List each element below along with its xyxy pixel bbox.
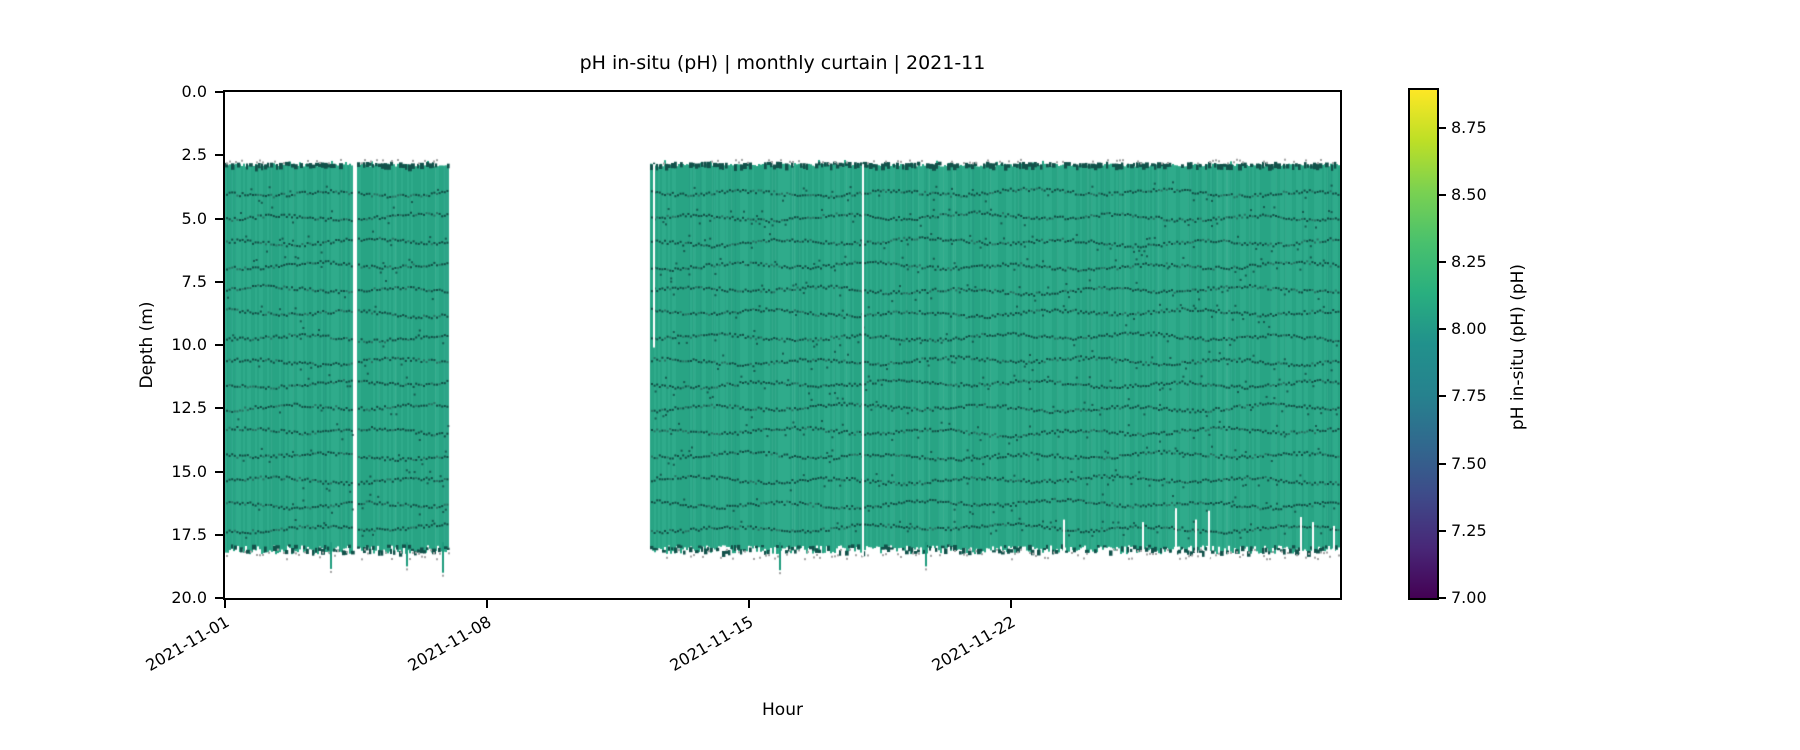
y-tick-mark — [215, 154, 224, 157]
y-tick-label: 17.5 — [171, 524, 207, 544]
colorbar-label: pH in-situ (pH) (pH) — [1508, 263, 1528, 431]
colorbar-tick-mark — [1437, 462, 1446, 465]
colorbar-tick-label: 8.50 — [1451, 184, 1487, 204]
y-tick-label: 20.0 — [171, 588, 207, 607]
y-tick-mark — [215, 407, 224, 410]
y-tick-label: 5.0 — [181, 208, 207, 228]
colorbar — [1408, 88, 1439, 600]
y-tick-label: 10.0 — [171, 335, 207, 354]
colorbar-tick-label: 8.75 — [1451, 117, 1487, 137]
colorbar-tick-label: 7.25 — [1451, 520, 1487, 540]
y-tick-mark — [215, 533, 224, 536]
colorbar-tick-label: 7.75 — [1451, 386, 1487, 406]
colorbar-tick-label: 7.00 — [1451, 588, 1487, 607]
x-tick-mark — [747, 598, 750, 608]
y-tick-label: 7.5 — [181, 271, 207, 291]
colorbar-tick-mark — [1437, 597, 1446, 599]
x-tick-mark — [485, 598, 488, 608]
y-tick-mark — [215, 597, 224, 599]
colorbar-tick-mark — [1437, 193, 1446, 196]
colorbar-tick-mark — [1437, 126, 1446, 129]
colorbar-tick-mark — [1437, 395, 1446, 398]
y-tick-label: 15.0 — [171, 461, 207, 481]
colorbar-tick-label: 7.50 — [1451, 453, 1487, 473]
colorbar-tick-mark — [1437, 328, 1446, 331]
x-tick-mark — [1009, 598, 1012, 608]
y-tick-mark — [215, 344, 224, 346]
x-tick-label: 2021-11-01 — [142, 612, 233, 675]
y-tick-mark — [215, 470, 224, 473]
colorbar-tick-mark — [1437, 261, 1446, 264]
chart-title: pH in-situ (pH) | monthly curtain | 2021… — [579, 52, 986, 74]
curtain-heatmap — [225, 92, 1340, 598]
y-tick-mark — [215, 91, 224, 93]
y-tick-label: 0.0 — [181, 82, 207, 101]
x-tick-mark — [224, 598, 226, 608]
y-tick-label: 12.5 — [171, 398, 207, 418]
colorbar-tick-label: 8.25 — [1451, 252, 1487, 272]
y-tick-label: 2.5 — [181, 145, 207, 165]
colorbar-tick-label: 8.00 — [1451, 319, 1487, 339]
x-axis-label: Hour — [762, 700, 803, 720]
y-tick-mark — [215, 280, 224, 283]
colorbar-tick-mark — [1437, 529, 1446, 532]
y-tick-mark — [215, 217, 224, 220]
